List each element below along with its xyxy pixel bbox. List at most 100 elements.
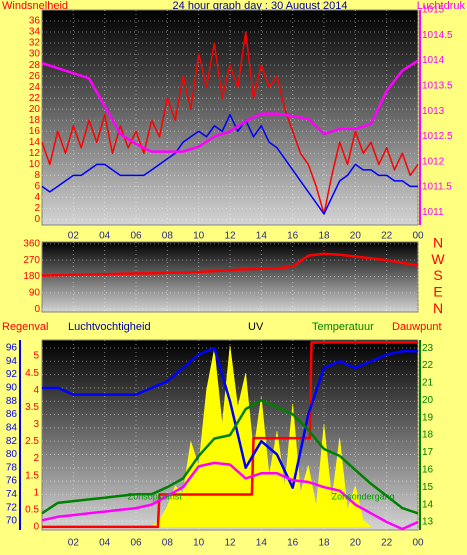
y-tick-label: 14 <box>29 137 41 148</box>
x-tick-label: 14 <box>256 231 268 242</box>
x-tick-label: 02 <box>68 538 80 549</box>
y-axis-title: Windsnelheid <box>2 0 68 12</box>
y-tick-label: 15 <box>422 482 434 493</box>
x-tick-label: 18 <box>318 538 330 549</box>
x-tick-label: 04 <box>99 231 111 242</box>
y-tick-label: 74 <box>6 489 18 500</box>
y2-axis-title: Luchtdruk <box>417 0 466 12</box>
y-tick-label: 6 <box>34 181 40 192</box>
line <box>41 59 419 153</box>
y-tick-label: 360 <box>23 238 40 249</box>
y-tick-label: 94 <box>6 356 18 367</box>
x-tick-label: 10 <box>193 231 205 242</box>
y-tick-label: 0 <box>34 214 40 225</box>
x-tick-label: 08 <box>162 538 174 549</box>
y-tick-label: 16 <box>29 126 41 137</box>
y-tick-label: 17 <box>422 447 434 458</box>
x-tick-label: 10 <box>193 538 205 549</box>
x-tick-label: 08 <box>162 231 174 242</box>
y-tick-label: 70 <box>6 516 18 527</box>
y-tick-label: 92 <box>6 369 18 380</box>
y-tick-label: 16 <box>422 464 434 475</box>
x-tick-label: 00 <box>412 538 424 549</box>
y-tick-label: 86 <box>6 409 18 420</box>
legend-label: Regenval <box>2 321 48 333</box>
x-tick-label: 14 <box>256 538 268 549</box>
line <box>41 31 419 215</box>
y-tick-label: 1 <box>33 487 39 498</box>
y-tick-label: 180 <box>23 271 40 282</box>
y-tick-label: 0 <box>33 522 39 533</box>
y-tick-label: 1014 <box>422 55 445 66</box>
y-tick-label: 32 <box>29 38 41 49</box>
y-tick-label: 14 <box>422 499 434 510</box>
y-tick-label: 82 <box>6 436 18 447</box>
x-tick-label: 04 <box>99 538 111 549</box>
x-tick-label: 12 <box>224 231 236 242</box>
y-tick-label: 88 <box>6 396 18 407</box>
y-tick-label: 2 <box>34 203 40 214</box>
x-tick-label: 12 <box>224 538 236 549</box>
legend-label: Dauwpunt <box>392 321 442 333</box>
y-tick-label: 1013.5 <box>422 81 453 92</box>
y-tick-label: 1014.5 <box>422 30 453 41</box>
x-tick-label: 18 <box>318 231 330 242</box>
x-tick-label: 20 <box>350 231 362 242</box>
y-tick-label: 90 <box>29 288 41 299</box>
y-tick-label: 72 <box>6 502 18 513</box>
y-tick-label: 84 <box>6 422 18 433</box>
y-tick-label: 78 <box>6 462 18 473</box>
y-tick-label: 21 <box>422 378 434 389</box>
y-tick-label: 24 <box>29 82 41 93</box>
line <box>41 399 419 515</box>
x-tick-label: 22 <box>381 538 393 549</box>
plot-area <box>41 241 419 313</box>
y-tick-label: 36 <box>29 16 41 27</box>
y-tick-label: 2 <box>33 453 39 464</box>
y-tick-label: 20 <box>29 104 41 115</box>
y-tick-label: 26 <box>29 71 41 82</box>
direction-label: S <box>433 267 442 283</box>
y-tick-label: 10 <box>29 159 41 170</box>
legend-label: Temperatuur <box>312 321 374 333</box>
y-tick-label: 30 <box>29 49 41 60</box>
x-tick-label: 20 <box>350 538 362 549</box>
y-tick-label: 28 <box>29 60 41 71</box>
chart-title: 24 hour graph day : 30 August 2014 <box>173 0 348 12</box>
y-tick-label: 1012 <box>422 156 445 167</box>
y-tick-label: 4 <box>33 385 39 396</box>
x-tick-label: 16 <box>287 538 299 549</box>
x-tick-label: 06 <box>130 231 142 242</box>
y-tick-label: 96 <box>6 343 18 354</box>
x-tick-label: 00 <box>412 231 424 242</box>
y-tick-label: 80 <box>6 449 18 460</box>
legend-label: UV <box>248 321 264 333</box>
y-tick-label: 18 <box>29 115 41 126</box>
y-tick-label: 22 <box>29 93 41 104</box>
direction-label: N <box>433 300 443 316</box>
y-tick-label: 76 <box>6 476 18 487</box>
y-tick-label: 13 <box>422 517 434 528</box>
y-tick-label: 19 <box>422 412 434 423</box>
y-tick-label: 1011 <box>422 207 444 218</box>
y-tick-label: 1.5 <box>25 470 39 481</box>
x-tick-label: 06 <box>130 538 142 549</box>
line <box>42 346 418 489</box>
y-tick-label: 1013 <box>422 106 445 117</box>
y-tick-label: 1011.5 <box>422 182 452 193</box>
y-tick-label: 0.5 <box>25 504 39 515</box>
y-tick-label: 1015 <box>422 5 445 16</box>
line <box>41 461 419 531</box>
annotation: Zonsopkomst <box>128 491 183 501</box>
annotation: Zonsondergang <box>332 491 395 501</box>
x-tick-label: 02 <box>68 231 80 242</box>
y-tick-label: 5 <box>33 351 39 362</box>
line <box>41 252 419 277</box>
x-tick-label: 16 <box>287 231 299 242</box>
line <box>42 341 418 529</box>
y-tick-label: 1012.5 <box>422 131 453 142</box>
y-tick-label: 20 <box>422 395 434 406</box>
area <box>151 345 372 528</box>
